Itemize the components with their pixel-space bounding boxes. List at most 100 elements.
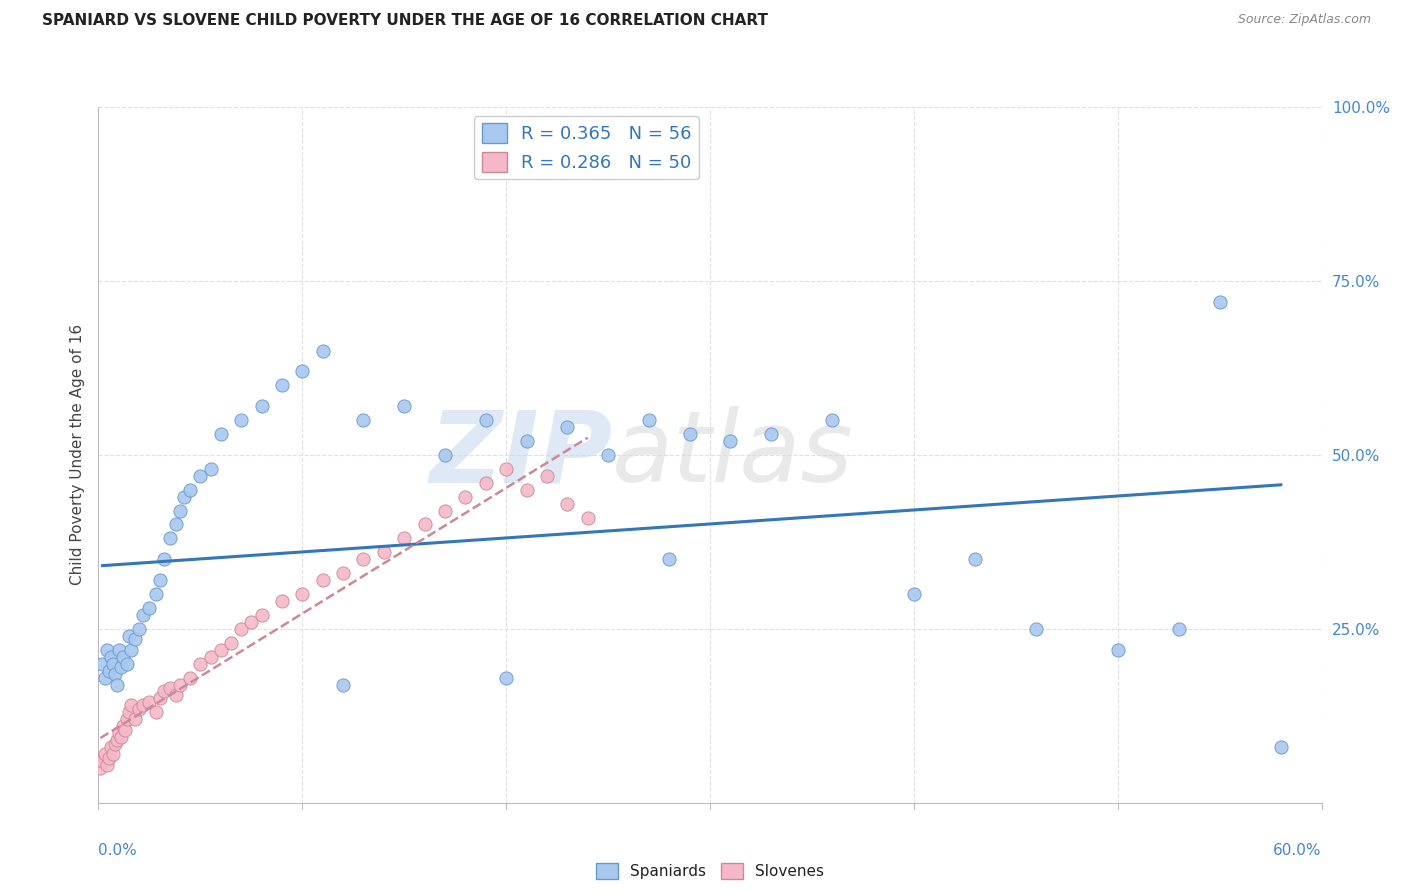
Point [250,399,273,413]
Text: ZIP: ZIP [429,407,612,503]
Point [516,434,538,448]
Point [132,698,155,713]
Point [352,413,374,427]
Point [821,413,844,427]
Point [145,706,167,720]
Point [128,622,150,636]
Point [120,642,142,657]
Point [291,364,314,378]
Point [200,649,222,664]
Point [312,343,335,358]
Point [1167,622,1189,636]
Point [516,483,538,497]
Point [110,660,132,674]
Point [114,723,136,737]
Point [101,747,124,761]
Point [91,657,114,671]
Point [312,573,335,587]
Point [108,642,131,657]
Point [965,552,987,566]
Text: SPANIARD VS SLOVENE CHILD POVERTY UNDER THE AGE OF 16 CORRELATION CHART: SPANIARD VS SLOVENE CHILD POVERTY UNDER … [42,13,768,29]
Point [474,413,498,427]
Point [108,726,131,740]
Point [454,490,477,504]
Point [115,712,138,726]
Point [209,427,232,442]
Point [231,413,253,427]
Point [495,462,517,476]
Point [557,420,579,434]
Point [291,587,314,601]
Point [104,737,127,751]
Point [149,573,172,587]
Point [231,622,253,636]
Point [105,733,128,747]
Point [495,671,517,685]
Point [93,747,115,761]
Point [138,695,160,709]
Point [557,497,579,511]
Point [200,462,222,476]
Point [392,532,416,546]
Point [240,615,263,629]
Point [165,517,187,532]
Point [169,677,191,691]
Point [101,657,124,671]
Point [179,483,201,497]
Point [165,688,187,702]
Point [97,750,120,764]
Text: atlas: atlas [612,407,853,503]
Point [124,712,146,726]
Point [332,566,354,581]
Point [152,552,174,566]
Point [100,740,122,755]
Point [173,490,195,504]
Point [159,681,181,695]
Point [93,671,115,685]
Point [759,427,782,442]
Legend: Spaniards, Slovenes: Spaniards, Slovenes [591,856,830,886]
Point [105,677,128,691]
Point [413,517,436,532]
Point [118,706,141,720]
Point [115,657,138,671]
Point [720,434,742,448]
Point [97,664,120,678]
Point [433,448,456,462]
Point [1025,622,1047,636]
Point [110,730,132,744]
Point [169,503,191,517]
Point [270,594,294,608]
Point [219,636,242,650]
Point [638,413,661,427]
Point [149,691,172,706]
Point [128,702,150,716]
Point [100,649,122,664]
Point [392,399,416,413]
Point [1107,642,1129,657]
Point [111,649,134,664]
Point [132,607,155,622]
Text: 0.0%: 0.0% [98,843,138,858]
Point [209,642,232,657]
Point [124,632,146,647]
Text: Source: ZipAtlas.com: Source: ZipAtlas.com [1237,13,1371,27]
Point [104,667,127,681]
Point [145,587,167,601]
Point [120,698,142,713]
Point [352,552,374,566]
Point [332,677,354,691]
Point [96,757,118,772]
Point [658,552,681,566]
Point [1270,740,1292,755]
Point [536,468,558,483]
Point [179,671,201,685]
Point [159,532,181,546]
Point [576,510,599,524]
Point [138,601,160,615]
Point [903,587,925,601]
Point [679,427,702,442]
Point [250,607,273,622]
Point [96,642,118,657]
Point [596,448,619,462]
